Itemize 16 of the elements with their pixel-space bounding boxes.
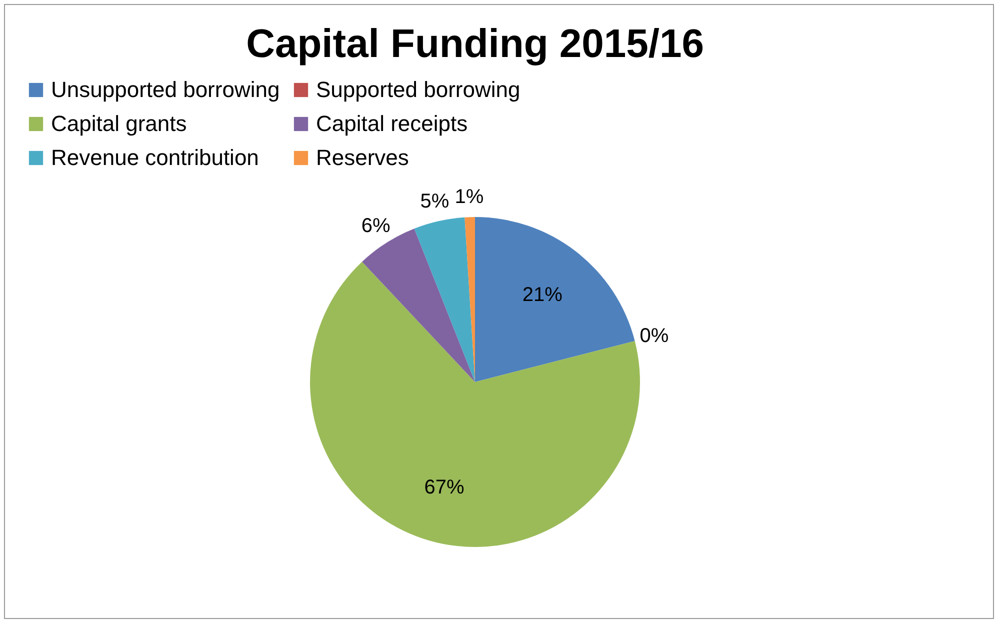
data-label: 1% [454, 186, 484, 208]
data-label: 5% [420, 190, 450, 212]
legend-label: Capital receipts [316, 111, 468, 136]
pie-slice [310, 262, 640, 547]
data-label: 6% [361, 214, 391, 237]
legend-label: Reserves [316, 145, 409, 170]
legend-label: Unsupported borrowing [51, 77, 280, 102]
legend-label: Supported borrowing [316, 77, 520, 102]
text: 0% [640, 324, 669, 347]
chart-title: Capital Funding 2015/16 [246, 22, 704, 66]
legend-label: Revenue contribution [51, 145, 259, 170]
legend-label: Capital grants [51, 111, 187, 136]
data-label: 67% [424, 476, 465, 499]
data-label: 21% [522, 284, 563, 306]
pie-slice [475, 217, 635, 382]
pie-slice [414, 217, 475, 382]
